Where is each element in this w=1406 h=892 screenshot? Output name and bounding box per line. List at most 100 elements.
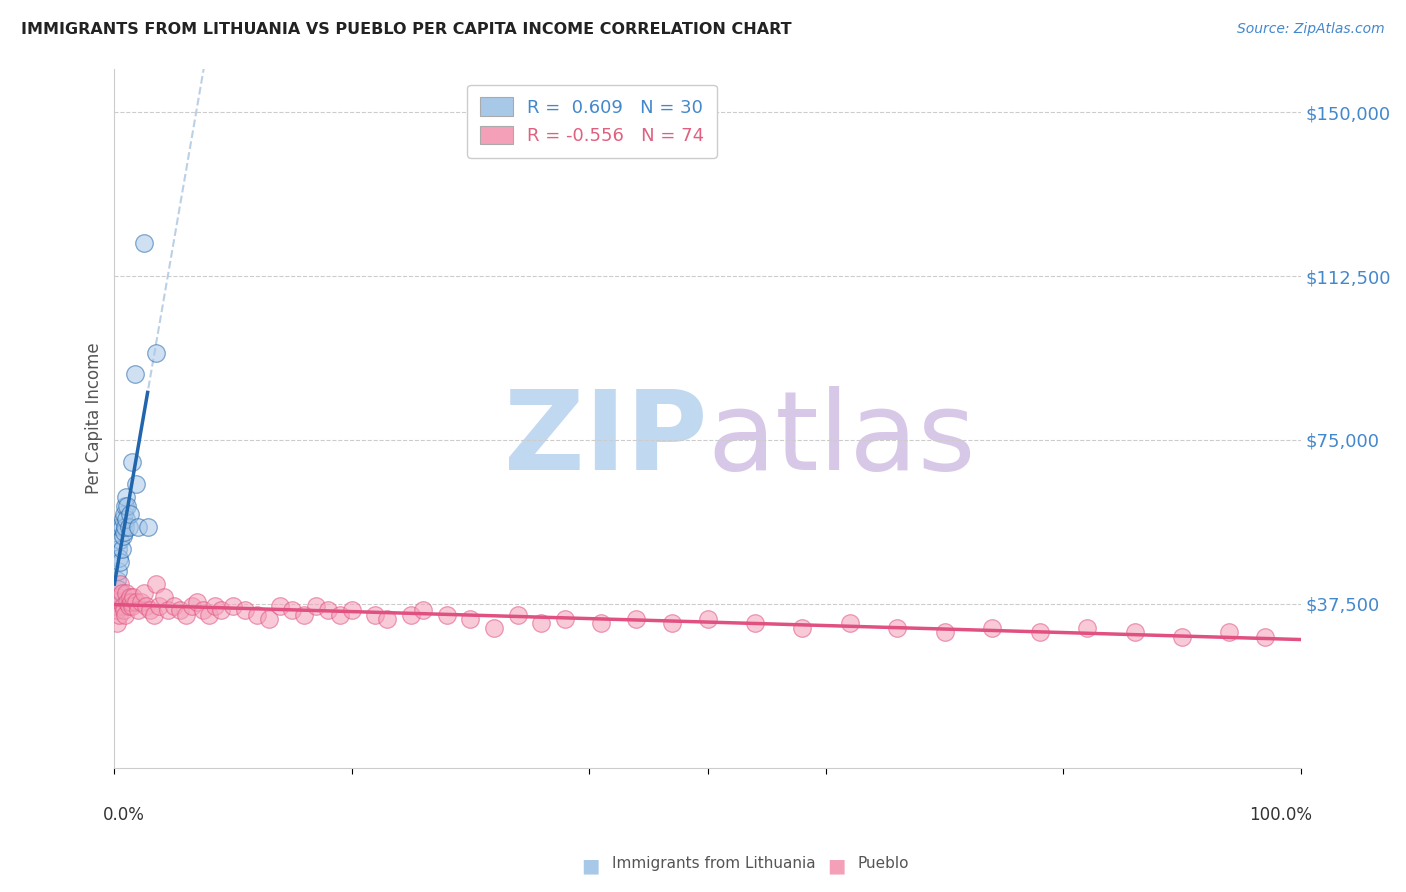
Point bbox=[115, 490, 138, 504]
Point bbox=[104, 594, 127, 608]
Point bbox=[792, 621, 814, 635]
Point bbox=[136, 520, 159, 534]
Point bbox=[222, 599, 245, 613]
Point bbox=[661, 616, 683, 631]
Point bbox=[110, 542, 132, 557]
Point bbox=[305, 599, 328, 613]
Point bbox=[482, 621, 505, 635]
Point bbox=[108, 520, 131, 534]
Point bbox=[105, 616, 128, 631]
Point bbox=[269, 599, 291, 613]
Point bbox=[169, 603, 191, 617]
Point bbox=[110, 520, 132, 534]
Point bbox=[107, 542, 129, 557]
Point bbox=[145, 577, 167, 591]
Point bbox=[125, 594, 148, 608]
Point bbox=[696, 612, 718, 626]
Point bbox=[121, 455, 143, 469]
Point bbox=[886, 621, 908, 635]
Point bbox=[375, 612, 398, 626]
Point bbox=[111, 599, 134, 613]
Point bbox=[399, 607, 422, 622]
Point bbox=[114, 520, 136, 534]
Point bbox=[589, 616, 612, 631]
Point bbox=[1123, 625, 1146, 640]
Point bbox=[148, 599, 170, 613]
Point bbox=[246, 607, 269, 622]
Point bbox=[107, 591, 129, 605]
Text: ■: ■ bbox=[581, 856, 600, 875]
Point bbox=[1254, 630, 1277, 644]
Point bbox=[1218, 625, 1240, 640]
Point bbox=[139, 603, 162, 617]
Point bbox=[1028, 625, 1050, 640]
Point bbox=[458, 612, 481, 626]
Text: 0.0%: 0.0% bbox=[103, 806, 145, 824]
Point bbox=[180, 599, 202, 613]
Point bbox=[127, 603, 149, 617]
Point bbox=[125, 476, 148, 491]
Point bbox=[110, 555, 132, 569]
Point bbox=[142, 607, 165, 622]
Point bbox=[117, 599, 139, 613]
Point bbox=[1171, 630, 1194, 644]
Point bbox=[104, 594, 127, 608]
Point bbox=[193, 603, 215, 617]
Point bbox=[204, 599, 226, 613]
Point bbox=[105, 573, 128, 587]
Point bbox=[108, 607, 131, 622]
Point bbox=[115, 511, 138, 525]
Point bbox=[1076, 621, 1098, 635]
Point bbox=[329, 607, 352, 622]
Point bbox=[838, 616, 860, 631]
Point bbox=[127, 520, 149, 534]
Point bbox=[316, 603, 339, 617]
Text: atlas: atlas bbox=[707, 385, 976, 492]
Point bbox=[108, 551, 131, 566]
Point bbox=[112, 508, 135, 522]
Point bbox=[117, 499, 139, 513]
Point bbox=[122, 591, 145, 605]
Point bbox=[115, 586, 138, 600]
Text: Pueblo: Pueblo bbox=[858, 856, 910, 871]
Point bbox=[145, 345, 167, 359]
Point bbox=[292, 607, 315, 622]
Point bbox=[506, 607, 529, 622]
Point bbox=[626, 612, 648, 626]
Point bbox=[110, 533, 132, 548]
Point bbox=[209, 603, 232, 617]
Point bbox=[118, 591, 141, 605]
Point bbox=[281, 603, 304, 617]
Point bbox=[110, 586, 132, 600]
Point bbox=[111, 511, 134, 525]
Text: Source: ZipAtlas.com: Source: ZipAtlas.com bbox=[1237, 22, 1385, 37]
Point bbox=[174, 607, 197, 622]
Point bbox=[135, 599, 157, 613]
Y-axis label: Per Capita Income: Per Capita Income bbox=[86, 343, 103, 494]
Point bbox=[117, 520, 139, 534]
Point bbox=[121, 599, 143, 613]
Point bbox=[233, 603, 256, 617]
Point bbox=[934, 625, 956, 640]
Point bbox=[744, 616, 766, 631]
Point bbox=[124, 368, 146, 382]
Point bbox=[117, 594, 139, 608]
Point bbox=[112, 524, 135, 539]
Point bbox=[257, 612, 280, 626]
Text: IMMIGRANTS FROM LITHUANIA VS PUEBLO PER CAPITA INCOME CORRELATION CHART: IMMIGRANTS FROM LITHUANIA VS PUEBLO PER … bbox=[21, 22, 792, 37]
Legend: R =  0.609   N = 30, R = -0.556   N = 74: R = 0.609 N = 30, R = -0.556 N = 74 bbox=[467, 85, 717, 158]
Point bbox=[981, 621, 1004, 635]
Point bbox=[120, 594, 142, 608]
Point bbox=[132, 586, 155, 600]
Text: Immigrants from Lithuania: Immigrants from Lithuania bbox=[612, 856, 815, 871]
Point bbox=[163, 599, 186, 613]
Point bbox=[530, 616, 553, 631]
Point bbox=[198, 607, 221, 622]
Point bbox=[107, 582, 129, 596]
Point bbox=[153, 591, 176, 605]
Text: ZIP: ZIP bbox=[505, 385, 707, 492]
Text: ■: ■ bbox=[827, 856, 846, 875]
Point bbox=[114, 499, 136, 513]
Point bbox=[186, 594, 208, 608]
Point bbox=[156, 603, 179, 617]
